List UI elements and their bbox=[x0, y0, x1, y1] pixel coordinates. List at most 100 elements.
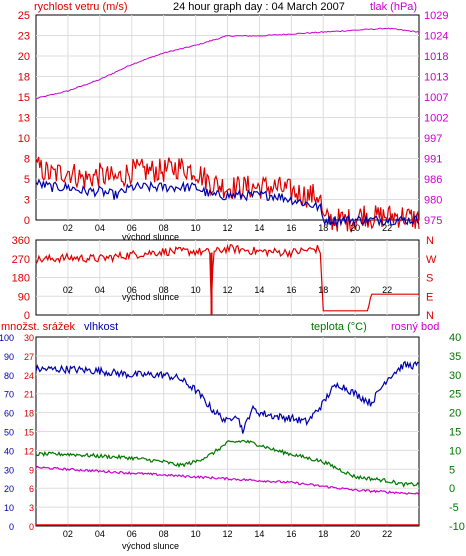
x-tick-label: 02 bbox=[63, 223, 73, 233]
panel-temp-humidity-lines bbox=[35, 360, 420, 526]
y-tick-label: 5 bbox=[24, 174, 30, 186]
panel-temp-humidity-x-ticks: 02 04 06 08 10 12 14 16 18 20 22 bbox=[63, 529, 392, 539]
y-tick-label: 360 bbox=[12, 235, 30, 247]
sunrise-label-3: východ slunce bbox=[122, 541, 179, 551]
y-tick-label: 270 bbox=[12, 254, 30, 266]
x-tick-label: 08 bbox=[159, 285, 169, 295]
x-tick-label: 08 bbox=[159, 529, 169, 539]
x-tick-label: 22 bbox=[382, 223, 392, 233]
x-tick-label: 16 bbox=[286, 529, 296, 539]
y-tick-label: S bbox=[426, 273, 433, 285]
y-tick-label: 15 bbox=[449, 427, 461, 439]
x-tick-label: 22 bbox=[382, 529, 392, 539]
y-tick-label: 986 bbox=[424, 174, 442, 186]
x-tick-label: 18 bbox=[318, 223, 328, 233]
y-tick-label: 1002 bbox=[424, 113, 448, 125]
y-tick-label: 90 bbox=[18, 291, 30, 303]
y-tick-label: 1018 bbox=[424, 51, 448, 63]
y-tick-label: E bbox=[426, 291, 433, 303]
humidity-line bbox=[35, 360, 420, 434]
y-tick-label: 997 bbox=[424, 133, 442, 145]
y-tick-label: 25 bbox=[449, 389, 461, 401]
wind-gust-line bbox=[35, 178, 420, 228]
y-tick-label: -5 bbox=[449, 502, 459, 514]
y-tick-label: N bbox=[426, 235, 434, 247]
y-tick-label: 70 bbox=[4, 390, 14, 400]
x-tick-label: 16 bbox=[286, 285, 296, 295]
panel-wind-direction-left-ticks: 0 90 180 270 360 bbox=[12, 235, 30, 322]
y-tick-label: 15 bbox=[18, 92, 30, 104]
y-tick-label: 980 bbox=[424, 195, 442, 207]
y-tick-label: N bbox=[426, 310, 434, 322]
y-tick-label: 100 bbox=[0, 333, 14, 343]
y-tick-label: 25 bbox=[18, 10, 30, 22]
y-tick-label: 24 bbox=[24, 371, 34, 381]
y-tick-label: 10 bbox=[449, 445, 461, 457]
chart-title: 24 hour graph day : 04 March 2007 bbox=[173, 1, 345, 13]
y-tick-label: 20 bbox=[4, 484, 14, 494]
x-tick-label: 12 bbox=[222, 529, 232, 539]
x-tick-label: 20 bbox=[350, 223, 360, 233]
y-tick-label: 20 bbox=[18, 51, 30, 63]
y-tick-label: 180 bbox=[12, 273, 30, 285]
x-tick-label: 10 bbox=[191, 529, 201, 539]
dew-point-line bbox=[35, 465, 420, 496]
sunrise-label-2: východ slunce bbox=[122, 292, 179, 302]
x-tick-label: 12 bbox=[222, 285, 232, 295]
temperature-line bbox=[35, 439, 420, 488]
precip-label: množst. srážek bbox=[1, 321, 75, 333]
y-tick-label: 30 bbox=[24, 333, 34, 343]
x-tick-label: 06 bbox=[127, 285, 137, 295]
y-tick-label: 1024 bbox=[424, 31, 448, 43]
x-tick-label: 06 bbox=[127, 529, 137, 539]
y-tick-label: 18 bbox=[24, 409, 34, 419]
x-tick-label: 20 bbox=[350, 285, 360, 295]
y-tick-label: 90 bbox=[4, 352, 14, 362]
y-tick-label: 30 bbox=[4, 465, 14, 475]
x-tick-label: 18 bbox=[318, 285, 328, 295]
x-tick-label: 04 bbox=[95, 223, 105, 233]
y-tick-label: 18 bbox=[18, 72, 30, 84]
y-tick-label: 0 bbox=[24, 310, 30, 322]
y-tick-label: 23 bbox=[18, 31, 30, 43]
y-tick-label: -10 bbox=[449, 521, 465, 533]
y-tick-label: 60 bbox=[4, 409, 14, 419]
x-tick-label: 20 bbox=[350, 529, 360, 539]
y-tick-label: 13 bbox=[18, 113, 30, 125]
y-tick-label: 3 bbox=[29, 503, 34, 513]
y-tick-label: 975 bbox=[424, 215, 442, 227]
x-tick-label: 22 bbox=[382, 285, 392, 295]
y-tick-label: 0 bbox=[449, 483, 455, 495]
panel-wind-direction-grid bbox=[36, 240, 419, 315]
y-tick-label: 5 bbox=[449, 464, 455, 476]
y-tick-label: 1007 bbox=[424, 92, 448, 104]
panel-wind-pressure-left-ticks: 0 3 5 8 10 13 15 18 20 23 25 bbox=[18, 10, 30, 227]
y-tick-label: 1029 bbox=[424, 10, 448, 22]
x-tick-label: 06 bbox=[127, 223, 137, 233]
panel-wind-direction-x-ticks: 02 04 06 08 10 12 14 16 18 20 22 bbox=[63, 285, 392, 295]
x-tick-label: 02 bbox=[63, 529, 73, 539]
dew-point-label: rosný bod bbox=[391, 321, 439, 333]
y-tick-label: 21 bbox=[24, 390, 34, 400]
x-tick-label: 16 bbox=[286, 223, 296, 233]
panel-wind-pressure-lines bbox=[35, 27, 420, 233]
y-tick-label: 20 bbox=[449, 408, 461, 420]
y-tick-label: W bbox=[426, 254, 437, 266]
y-tick-label: 40 bbox=[4, 446, 14, 456]
y-tick-label: 80 bbox=[4, 371, 14, 381]
x-tick-label: 14 bbox=[254, 223, 264, 233]
y-tick-label: 8 bbox=[24, 154, 30, 166]
y-tick-label: 0 bbox=[29, 522, 34, 532]
panel-temp-humidity-precip-ticks: 0 3 6 9 12 15 18 21 24 27 30 bbox=[24, 333, 34, 532]
x-tick-label: 12 bbox=[222, 223, 232, 233]
y-tick-label: 10 bbox=[4, 503, 14, 513]
panel-temp-humidity-grid bbox=[36, 337, 419, 526]
y-tick-label: 1013 bbox=[424, 72, 448, 84]
y-tick-label: 991 bbox=[424, 154, 442, 166]
panel-wind-direction-lines bbox=[35, 243, 419, 315]
x-tick-label: 04 bbox=[95, 529, 105, 539]
